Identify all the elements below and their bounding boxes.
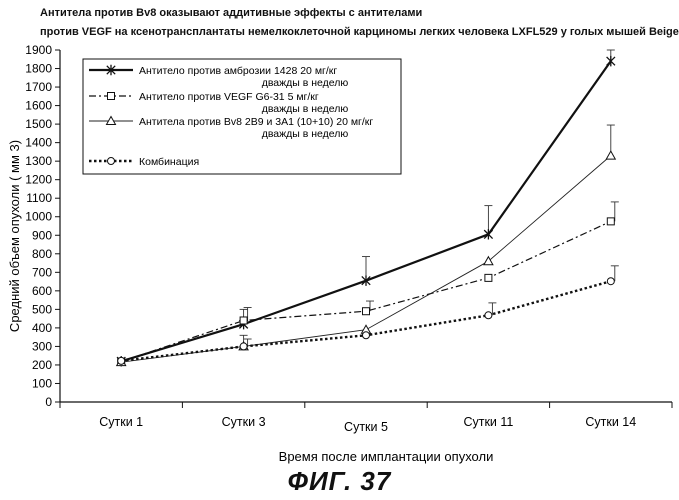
legend-label: Комбинация [139,156,199,168]
legend-label: дважды в неделю [262,77,349,89]
y-tick-label: 1300 [25,154,52,168]
data-point-s4 [606,277,615,286]
y-tick-label: 1700 [25,80,52,94]
data-point-s1 [606,55,616,67]
figure-label: ФИГ. 37 [287,466,392,496]
x-tick-label: Сутки 5 [344,420,388,434]
y-tick-label: 700 [32,265,52,279]
x-tick-label: Сутки 1 [99,415,143,429]
data-point-s2 [606,217,615,226]
data-point-s3 [483,255,494,266]
legend-label: Антитела против Bv8 2B9 и 3A1 (10+10) 20… [139,116,373,128]
legend-label: дважды в неделю [262,103,349,115]
y-tick-label: 0 [45,395,52,409]
y-tick-label: 500 [32,302,52,316]
data-point-s4 [484,311,493,320]
y-tick-label: 100 [32,376,52,390]
legend-label: дважды в неделю [262,128,349,140]
y-tick-label: 1500 [25,117,52,131]
x-tick-label: Сутки 3 [222,415,266,429]
data-point-s3 [605,150,617,160]
data-point-s2 [362,307,370,316]
y-tick-label: 1900 [25,43,52,57]
y-tick-label: 1800 [25,62,52,76]
data-point-s4 [362,331,370,340]
y-tick-label: 1000 [25,210,52,224]
x-tick-label: Сутки 14 [585,415,636,429]
series-line-2 [121,220,612,363]
legend-box [82,58,402,175]
y-tick-label: 200 [32,358,52,372]
y-tick-label: 1600 [25,99,52,113]
x-axis-title: Время после имплантации опухоли [279,449,494,464]
legend-label: Антитело против амброзии 1428 20 мг/кг [139,65,337,77]
data-point-s1 [483,229,494,240]
chart-title-line-2: против VEGF на ксенотрансплантаты немелк… [40,26,679,38]
y-tick-label: 300 [32,339,52,353]
y-tick-label: 800 [32,247,52,261]
data-point-s4 [239,342,248,351]
y-tick-label: 400 [32,321,52,335]
legend-swatch-marker [107,92,115,100]
y-axis-title: Средний объем опухоли ( мм 3) [7,140,22,332]
data-point-s2 [484,273,493,282]
x-tick-label: Сутки 11 [463,415,513,429]
data-point-s4 [117,356,126,365]
y-tick-label: 1100 [26,191,52,205]
legend-swatch-marker [106,64,116,76]
chart-title-line-1: Антитела против Bv8 оказывают аддитивные… [40,7,423,19]
legend-label: Антитело против VEGF G6-31 5 мг/кг [139,91,319,103]
data-point-s2 [239,316,248,325]
legend-swatch-marker [107,157,115,165]
series-line-4 [121,280,612,363]
y-tick-label: 900 [32,228,52,242]
legend-swatch-marker [105,115,117,125]
y-tick-label: 1200 [25,173,52,187]
y-tick-label: 1400 [25,136,52,150]
y-tick-label: 600 [32,284,52,298]
data-point-s1 [361,275,371,286]
